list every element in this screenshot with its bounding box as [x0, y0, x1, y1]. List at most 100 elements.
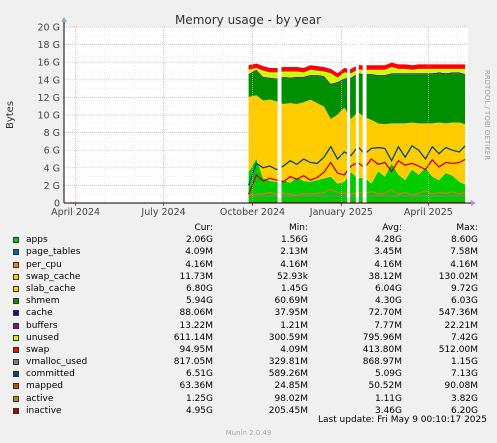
legend-min: 4.09M	[280, 344, 308, 355]
legend-cur: 6.80G	[185, 283, 213, 294]
memory-chart: 0 2 G 4 G 6 G 8 G 10 G 12 G 14 G 16 G 18 G 20 G Apr…	[5, 13, 491, 218]
legend-max: 1.15G	[450, 357, 478, 368]
legend-min: 98.02M	[274, 393, 308, 404]
legend-avg: 413.80M	[362, 344, 402, 355]
legend-max: 90.08M	[444, 381, 478, 392]
y-tick-label: 16 G	[38, 58, 60, 69]
legend-name: buffers	[26, 320, 58, 331]
legend-avg: 868.97M	[362, 357, 402, 368]
legend-name: shmem	[26, 296, 60, 307]
legend-cur: 88.06M	[179, 308, 213, 319]
legend-max: 3.82G	[450, 393, 478, 404]
legend-name: page_tables	[26, 247, 81, 258]
y-tick-label: 18 G	[38, 40, 60, 51]
legend-name: apps	[26, 235, 48, 246]
y-tick-label: 4 G	[44, 163, 60, 174]
legend-avg: 3.45M	[374, 247, 402, 258]
area-swap-cache	[248, 158, 466, 185]
last-update: Last update: Fri May 9 00:10:17 2025	[317, 415, 487, 425]
legend-header-max: Max:	[456, 223, 478, 233]
legend-cur: 2.06G	[185, 235, 213, 246]
area-cache	[248, 69, 466, 85]
legend-name: inactive	[26, 405, 62, 416]
legend-swatch	[13, 261, 19, 268]
legend-cur: 63.36M	[179, 381, 213, 392]
legend-row-per-cpu: per_cpu 4.16M 4.16M 4.16M 4.16M	[13, 259, 487, 271]
legend-min: 1.45G	[280, 283, 308, 294]
legend-name: unused	[26, 332, 60, 343]
legend-avg: 3.46G	[374, 405, 402, 416]
legend-name: per_cpu	[26, 259, 62, 270]
legend-cur: 4.95G	[185, 405, 213, 416]
legend-cur: 4.16M	[185, 259, 213, 270]
legend-row-apps: apps 2.06G 1.56G 4.28G 8.60G	[13, 234, 487, 246]
y-tick-label: 6 G	[44, 146, 60, 157]
legend-min: 2.13M	[280, 247, 308, 258]
legend-max: 9.72G	[450, 283, 478, 294]
legend-avg: 38.12M	[368, 271, 402, 282]
legend-swatch	[13, 334, 19, 341]
legend-row-cache: cache 88.06M 37.95M 72.70M 547.36M	[13, 307, 487, 319]
legend-cur: 5.94G	[185, 296, 213, 307]
legend-swatch	[13, 249, 19, 256]
y-tick-label: 0	[54, 199, 60, 210]
x-tick-label: April 2024	[51, 207, 100, 218]
legend-swatch	[13, 237, 19, 244]
legend-name: swap	[26, 344, 50, 355]
y-tick-label: 12 G	[38, 93, 60, 104]
legend-name: cache	[26, 308, 53, 319]
legend-swatch	[13, 346, 19, 353]
y-tick-label: 14 G	[38, 75, 60, 86]
x-axis-arrow	[471, 200, 476, 206]
y-tick-label: 2 G	[44, 181, 60, 192]
legend-cur: 1.25G	[185, 393, 213, 404]
legend-avg: 50.52M	[368, 381, 402, 392]
no-data-gap	[277, 27, 282, 203]
legend-cur: 11.73M	[179, 271, 213, 282]
legend-avg: 5.09G	[374, 369, 402, 380]
y-axis-label: Bytes	[5, 101, 16, 129]
legend-header-avg: Avg:	[382, 223, 402, 233]
x-tick-label: July 2024	[140, 207, 185, 218]
x-tick-label: April 2025	[404, 207, 453, 218]
legend-swatch	[13, 298, 19, 305]
legend-avg: 7.77M	[374, 320, 402, 331]
legend-max: 4.16M	[450, 259, 478, 270]
legend-swatch	[13, 407, 19, 414]
legend-header-cur: Cur:	[194, 223, 213, 233]
y-tick-label: 20 G	[38, 23, 60, 34]
y-tick-label: 10 G	[38, 111, 60, 122]
legend-swatch	[13, 322, 19, 329]
legend-row-slab-cache: slab_cache 6.80G 1.45G 6.04G 9.72G	[13, 283, 487, 295]
legend-min: 24.85M	[274, 381, 308, 392]
legend-max: 8.60G	[450, 235, 478, 246]
legend-swatch	[13, 383, 19, 390]
legend-name: mapped	[26, 381, 63, 392]
data-gaps	[277, 27, 367, 203]
y-tick-label: 8 G	[44, 128, 60, 139]
legend-min: 589.26M	[268, 369, 308, 380]
legend-row-buffers: buffers 13.22M 1.21M 7.77M 22.21M	[13, 320, 487, 332]
legend-name: active	[26, 393, 54, 404]
y-axis-arrow	[61, 17, 67, 22]
area-buffers	[248, 69, 466, 84]
legend-min: 37.95M	[274, 308, 308, 319]
legend-min: 52.93k	[277, 271, 308, 282]
legend-row-committed: committed 6.51G 589.26M 5.09G 7.13G	[13, 368, 487, 380]
legend-avg: 4.30G	[374, 296, 402, 307]
legend-cur: 4.09M	[185, 247, 213, 258]
legend-avg: 4.16M	[374, 259, 402, 270]
legend-row-active: active 1.25G 98.02M 1.11G 3.82G	[13, 393, 487, 405]
legend-row-mapped: mapped 63.36M 24.85M 50.52M 90.08M	[13, 380, 487, 392]
legend-swatch	[13, 359, 19, 366]
legend-row-shmem: shmem 5.94G 60.69M 4.30G 6.03G	[13, 295, 487, 307]
x-tick-label: January 2025	[309, 207, 373, 218]
legend-max: 130.02M	[438, 271, 478, 282]
legend-table: Cur: Min: Avg: Max: apps 2.06G 1.56G 4.28G 8…	[13, 222, 487, 417]
legend-swatch	[13, 395, 19, 402]
axes: 0 2 G 4 G 6 G 8 G 10 G 12 G 14 G 16 G 18 G 20 G Apr…	[38, 17, 476, 218]
legend-swatch	[13, 285, 19, 292]
legend-name: slab_cache	[26, 283, 76, 294]
no-data-gap	[362, 27, 367, 203]
legend-max: 22.21M	[444, 320, 478, 331]
